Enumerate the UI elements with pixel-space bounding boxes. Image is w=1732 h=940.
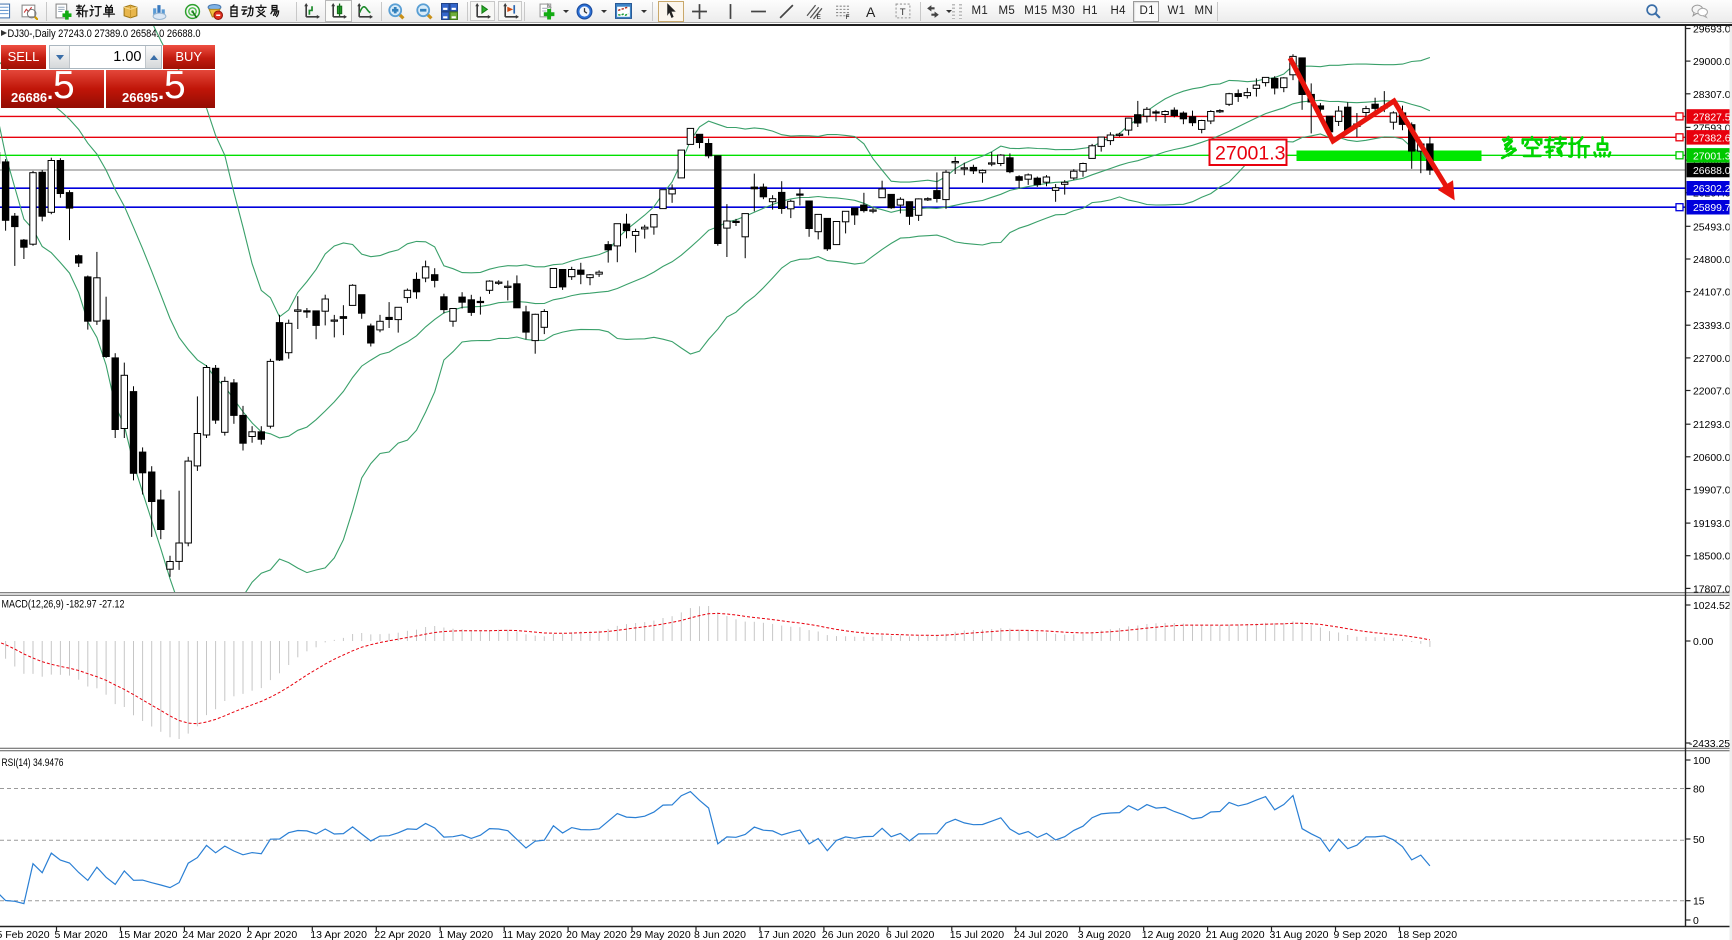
svg-text:27593.0: 27593.0 (1693, 123, 1731, 134)
svg-text:22007.0: 22007.0 (1693, 387, 1731, 398)
svg-text:19193.0: 19193.0 (1693, 519, 1731, 530)
svg-text:0: 0 (1693, 916, 1699, 927)
svg-text:T: T (900, 7, 906, 18)
svg-text:1 May 2020: 1 May 2020 (438, 929, 493, 940)
svg-text:21 Aug 2020: 21 Aug 2020 (1206, 929, 1265, 940)
svg-text:15 Mar 2020: 15 Mar 2020 (119, 929, 178, 940)
svg-text:29000.0: 29000.0 (1693, 57, 1731, 68)
svg-text:27001.3: 27001.3 (1215, 143, 1286, 165)
svg-text:18500.0: 18500.0 (1693, 552, 1731, 563)
svg-text:24107.0: 24107.0 (1693, 288, 1731, 299)
svg-text:29 May 2020: 29 May 2020 (630, 929, 691, 940)
svg-text:23393.0: 23393.0 (1693, 321, 1731, 332)
svg-text:E: E (817, 14, 821, 20)
svg-text:27827.5: 27827.5 (1693, 112, 1731, 123)
svg-text:-2433.25: -2433.25 (1689, 739, 1730, 750)
svg-text:27001.3: 27001.3 (1693, 151, 1731, 162)
svg-text:20 May 2020: 20 May 2020 (566, 929, 627, 940)
svg-text:15: 15 (1693, 897, 1705, 908)
svg-text:DJ30-,Daily 27243.0 27389.0 2: DJ30-,Daily 27243.0 27389.0 26584.0 2668… (8, 28, 201, 40)
svg-text:22 Apr 2020: 22 Apr 2020 (374, 929, 431, 940)
svg-text:17807.0: 17807.0 (1693, 584, 1731, 595)
svg-text:18 Sep 2020: 18 Sep 2020 (1398, 929, 1458, 940)
svg-text:0.00: 0.00 (1693, 637, 1713, 648)
svg-text:26 Jun 2020: 26 Jun 2020 (822, 929, 880, 940)
svg-text:5 Mar 2020: 5 Mar 2020 (55, 929, 108, 940)
svg-text:50: 50 (1693, 835, 1705, 846)
svg-text:22700.0: 22700.0 (1693, 354, 1731, 365)
svg-text:MACD(12,26,9) -182.97 -27.12: MACD(12,26,9) -182.97 -27.12 (2, 599, 125, 611)
svg-text:F: F (846, 14, 850, 20)
svg-text:31 Aug 2020: 31 Aug 2020 (1270, 929, 1329, 940)
svg-text:11 May 2020: 11 May 2020 (502, 929, 562, 940)
svg-text:27382.6: 27382.6 (1693, 133, 1731, 144)
svg-text:3 Aug 2020: 3 Aug 2020 (1078, 929, 1131, 940)
svg-text:15 Jul 2020: 15 Jul 2020 (950, 929, 1004, 940)
svg-text:RSI(14) 34.9476: RSI(14) 34.9476 (2, 757, 64, 769)
svg-text:21293.0: 21293.0 (1693, 420, 1731, 431)
svg-text:1024.52: 1024.52 (1693, 601, 1731, 612)
svg-text:2 Apr 2020: 2 Apr 2020 (246, 929, 297, 940)
svg-text:24800.0: 24800.0 (1693, 255, 1731, 266)
svg-text:6 Jul 2020: 6 Jul 2020 (886, 929, 935, 940)
svg-text:19907.0: 19907.0 (1693, 486, 1731, 497)
svg-text:8 Jun 2020: 8 Jun 2020 (694, 929, 746, 940)
svg-text:28307.0: 28307.0 (1693, 90, 1731, 101)
svg-text:25493.0: 25493.0 (1693, 222, 1731, 233)
svg-text:17 Jun 2020: 17 Jun 2020 (758, 929, 816, 940)
svg-text:100: 100 (1693, 756, 1711, 767)
svg-text:26688.0: 26688.0 (1693, 166, 1731, 177)
svg-text:80: 80 (1693, 785, 1705, 796)
svg-text:12 Aug 2020: 12 Aug 2020 (1142, 929, 1201, 940)
svg-text:24 Jul 2020: 24 Jul 2020 (1014, 929, 1068, 940)
svg-text:29693.0: 29693.0 (1693, 25, 1731, 36)
svg-text:26302.2: 26302.2 (1693, 184, 1731, 195)
svg-text:24 Mar 2020: 24 Mar 2020 (182, 929, 241, 940)
svg-text:9 Sep 2020: 9 Sep 2020 (1334, 929, 1388, 940)
svg-text:25 Feb 2020: 25 Feb 2020 (0, 929, 50, 940)
svg-text:20600.0: 20600.0 (1693, 453, 1731, 464)
svg-text:13 Apr 2020: 13 Apr 2020 (310, 929, 367, 940)
svg-text:25899.7: 25899.7 (1693, 203, 1731, 214)
